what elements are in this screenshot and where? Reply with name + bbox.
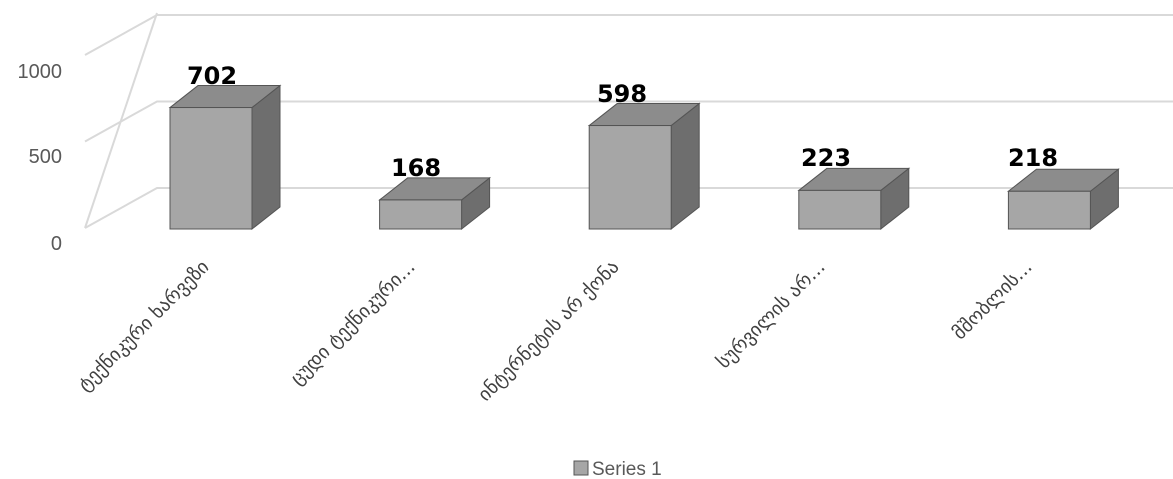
data-labels: 702 168 598 223 218 (187, 62, 1058, 182)
bar (168, 84, 282, 231)
legend-swatch (573, 460, 589, 476)
data-label: 598 (597, 80, 647, 108)
data-label: 223 (801, 144, 851, 172)
y-axis-ticks: 1000 500 0 (18, 61, 63, 255)
data-label: 702 (187, 62, 237, 90)
bars (168, 84, 1120, 231)
y-tick: 500 (29, 146, 62, 168)
bar-side (251, 84, 281, 231)
bar (797, 167, 911, 231)
category-label: ცუდი ტექნიკური... (286, 256, 419, 389)
category-labels: ტექნიკური ხარვეზი ცუდი ტექნიკური... ინტე… (74, 256, 1037, 406)
bar (378, 176, 492, 231)
legend-label: Series 1 (592, 459, 662, 479)
axis-wall-line (84, 12, 158, 229)
bar-front (1007, 190, 1091, 230)
category-label: სურვილის არ... (713, 256, 830, 373)
bar-front (379, 199, 463, 230)
category-label: ტექნიკური ხარვეზი (74, 256, 214, 396)
data-label: 168 (391, 154, 441, 182)
bar (587, 102, 701, 231)
bar-front (169, 107, 253, 230)
y-tick: 0 (51, 233, 62, 255)
gridline (84, 100, 1173, 143)
bar-front (588, 125, 672, 230)
bar-front (798, 189, 882, 230)
category-label: მშობლის... (948, 256, 1036, 344)
category-label: ინტერნეტის არ ქონა (474, 256, 624, 406)
legend: Series 1 (573, 459, 662, 479)
data-label: 218 (1008, 144, 1058, 172)
bar (1006, 168, 1120, 231)
gridline (84, 14, 1173, 56)
y-tick: 1000 (18, 61, 63, 83)
